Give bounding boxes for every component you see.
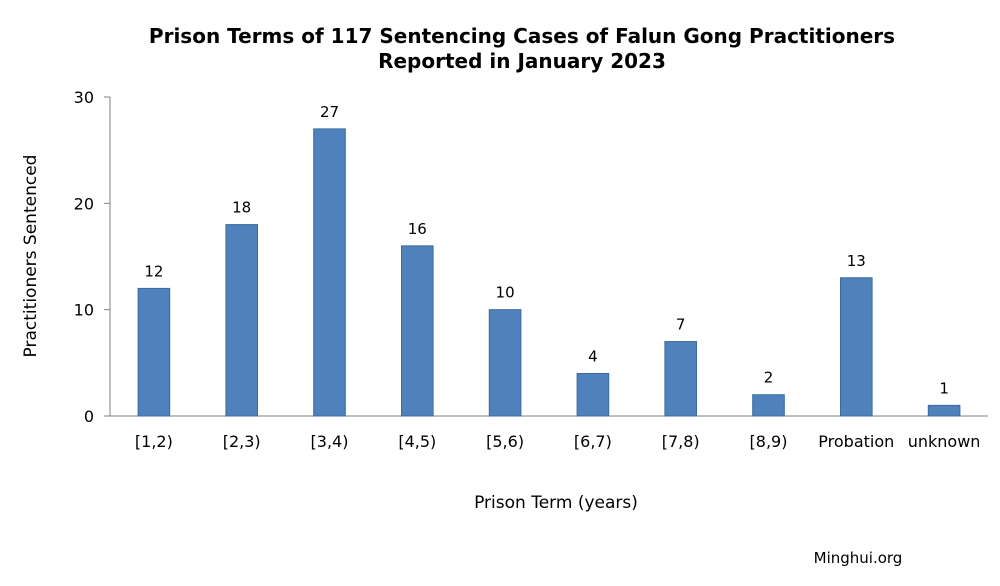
- data-label: 4: [588, 347, 598, 365]
- x-tick-label: [2,3): [223, 432, 261, 451]
- bars: [137, 128, 961, 417]
- bar: [752, 394, 785, 417]
- y-ticks: 0 10 20 30: [74, 88, 110, 426]
- y-tick-label: 30: [74, 88, 94, 107]
- x-tick-label: [7,8): [662, 432, 700, 451]
- bar: [839, 277, 873, 417]
- chart-title-line-1: Prison Terms of 117 Sentencing Cases of …: [149, 24, 895, 48]
- bar: [488, 309, 522, 417]
- data-label: 13: [847, 252, 866, 270]
- bar: [225, 224, 259, 417]
- y-axis-label: Practitioners Sentenced: [21, 155, 41, 358]
- y-tick-label: 0: [84, 407, 94, 426]
- x-tick-label: [5,6): [486, 432, 524, 451]
- x-tick-label: [6,7): [574, 432, 612, 451]
- x-tick-label: Probation: [818, 432, 894, 451]
- data-label: 18: [232, 199, 251, 217]
- x-tick-label: [1,2): [135, 432, 173, 451]
- x-tick-labels: [1,2) [2,3) [3,4) [4,5) [5,6) [6,7) [7,8) [8,9)…: [135, 432, 981, 451]
- bar: [400, 245, 434, 417]
- x-tick-label: [3,4): [311, 432, 349, 451]
- bar: [137, 287, 171, 417]
- data-label: 10: [496, 284, 515, 302]
- data-label: 27: [320, 103, 339, 121]
- data-label: 12: [144, 262, 163, 280]
- source-credit: Minghui.org: [814, 549, 903, 567]
- y-tick-label: 10: [74, 301, 94, 320]
- x-tick-label: unknown: [908, 432, 981, 451]
- chart-title-line-2: Reported in January 2023: [378, 49, 666, 73]
- bar: [664, 341, 698, 417]
- data-labels: 12 18 27 16 10 4 7 2 13 1: [144, 103, 949, 397]
- x-tick-label: [4,5): [398, 432, 436, 451]
- data-label: 7: [676, 316, 686, 334]
- data-label: 1: [939, 379, 949, 397]
- data-label: 2: [764, 369, 774, 387]
- bar: [576, 372, 610, 417]
- bar: [313, 128, 346, 417]
- data-label: 16: [408, 220, 427, 238]
- x-axis-label: Prison Term (years): [474, 493, 638, 513]
- y-tick-label: 20: [74, 194, 94, 213]
- x-tick-label: [8,9): [750, 432, 788, 451]
- bar: [927, 404, 961, 417]
